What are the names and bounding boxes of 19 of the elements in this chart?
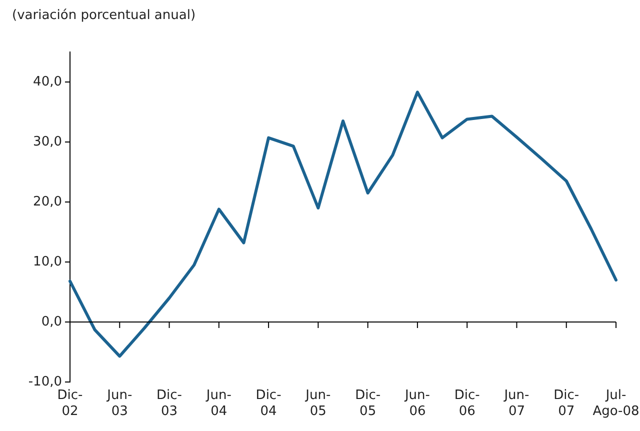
y-tick-label: 30,0 [33,134,62,150]
x-tick-label: Jun-05 [304,388,331,419]
y-axis-title: (variación porcentual anual) [12,8,196,23]
y-tick-label: 10,0 [33,254,62,270]
x-tick-label: Dic-03 [156,388,182,419]
x-tick-label: Jun-04 [205,388,232,419]
x-tick-label: Dic-05 [355,388,381,419]
x-tick-label: Dic-06 [454,388,480,419]
y-tick-label: -10,0 [28,374,62,390]
x-tick-label: Jun-06 [404,388,430,419]
x-tick-label: Jul-Ago-08 [592,388,640,419]
y-tick-label: 40,0 [33,74,62,90]
x-tick-label: Dic-07 [554,388,580,419]
x-tick-label: Jun-07 [503,388,530,419]
y-tick-label: 0,0 [41,314,62,330]
x-tick-label: Jun-03 [106,388,132,419]
x-tick-label: Dic-04 [256,388,282,419]
y-tick-label: 20,0 [33,194,62,210]
x-tick-label: Dic-02 [57,388,84,419]
